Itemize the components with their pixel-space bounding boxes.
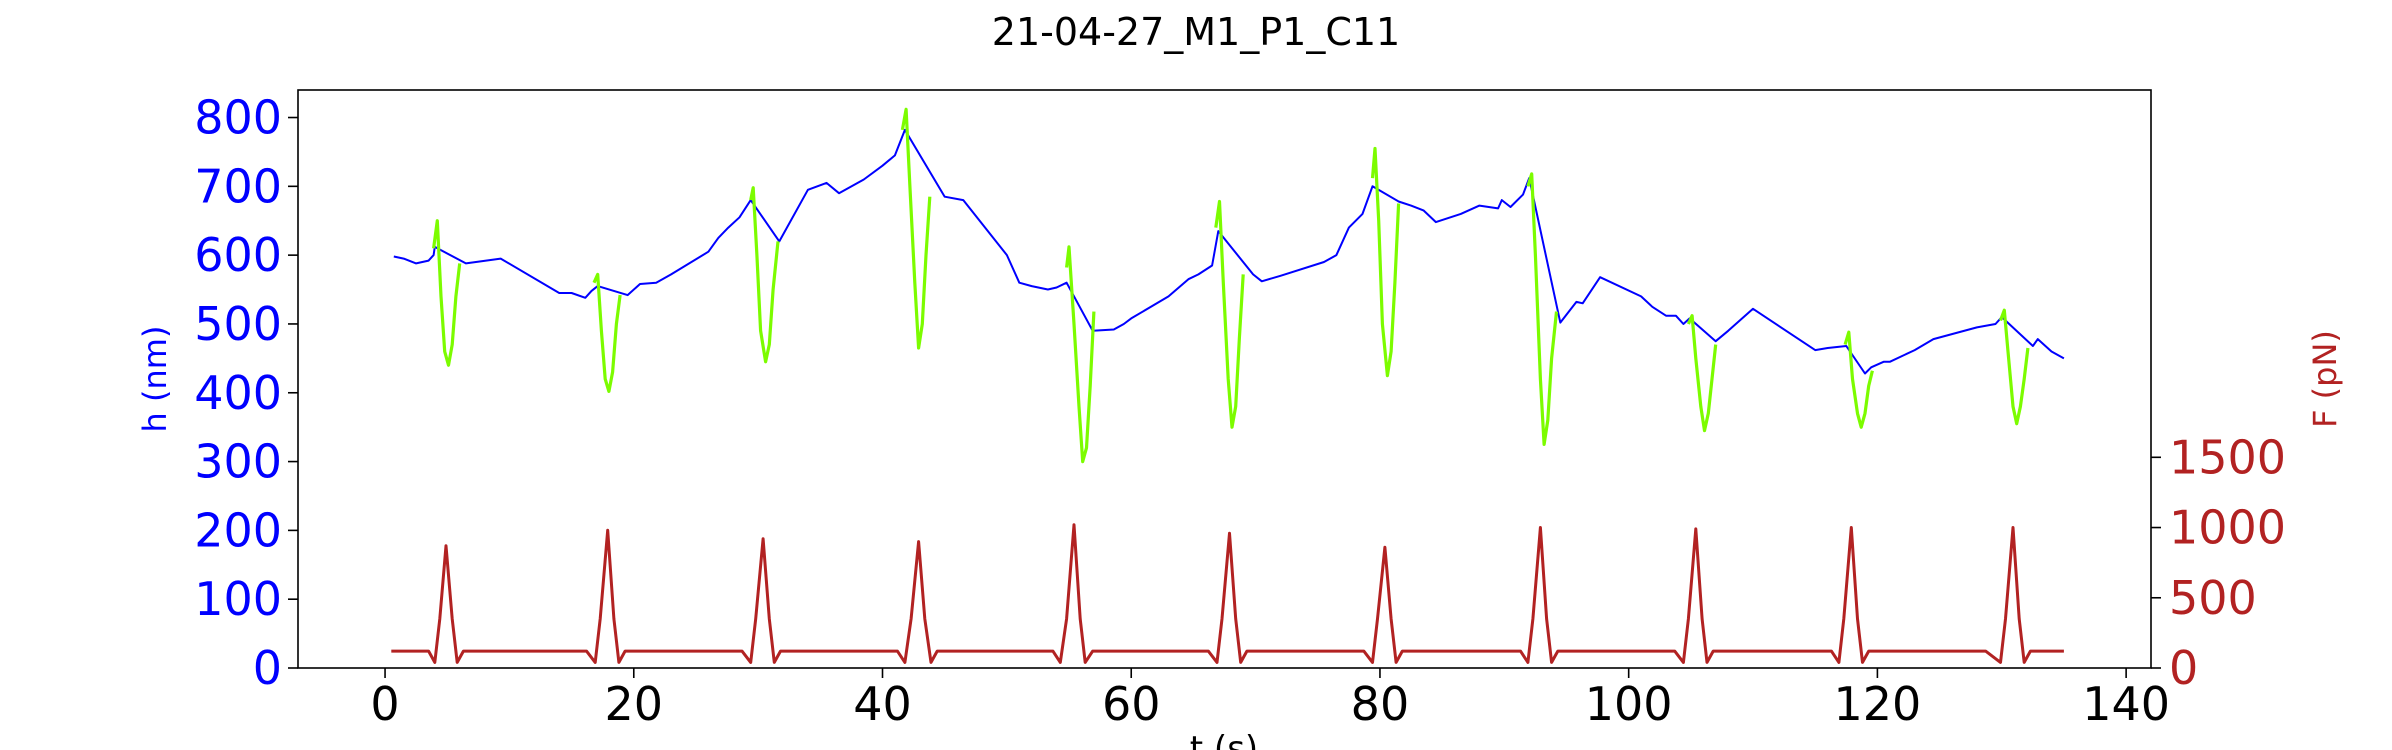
x-tick-label: 120 — [1833, 677, 1921, 731]
x-tick-label: 80 — [1351, 677, 1410, 731]
plot-frame — [297, 89, 2152, 669]
chart-title: 21-04-27_M1_P1_C11 — [992, 10, 1400, 54]
h-compression-line-2 — [592, 272, 622, 393]
x-tick-label: 0 — [370, 677, 399, 731]
h-compression-line-8 — [1526, 172, 1559, 446]
x-tick-label: 140 — [2082, 677, 2170, 731]
left-y-tick-label: 200 — [194, 503, 282, 557]
x-tick-label: 40 — [853, 677, 912, 731]
left-y-tick-label: 700 — [194, 159, 282, 213]
left-y-tick-label: 100 — [194, 572, 282, 626]
h-compression-line-4 — [900, 107, 932, 350]
x-tick-label: 100 — [1585, 677, 1673, 731]
series-layer — [391, 107, 2065, 664]
left-y-axis-label: h (nm) — [136, 326, 174, 433]
h-compression-line-10 — [1843, 330, 1874, 429]
left-y-tick-label: 600 — [194, 228, 282, 282]
h-baseline-line — [393, 128, 2065, 375]
h-compression-line-6 — [1214, 199, 1245, 429]
h-compression-line-9 — [1686, 314, 1718, 433]
x-tick-label: 20 — [605, 677, 664, 731]
left-y-tick-label: 0 — [253, 641, 282, 695]
left-y-tick-label: 400 — [194, 366, 282, 420]
h-compression-line-5 — [1065, 245, 1096, 464]
x-axis: 0 20 40 60 80 100 120 140 — [370, 668, 2170, 731]
h-compression-line-3 — [749, 186, 780, 364]
left-y-axis: 0 100 200 300 400 500 600 700 800 — [194, 91, 298, 695]
h-compression-line-11 — [1998, 308, 2030, 426]
right-y-tick-label: 500 — [2169, 571, 2257, 625]
x-tick-label: 60 — [1102, 677, 1161, 731]
right-y-axis: 0 500 1000 1500 — [2151, 430, 2286, 695]
right-y-axis-label: F (pN) — [2306, 330, 2344, 428]
left-y-tick-label: 800 — [194, 91, 282, 145]
right-y-tick-label: 1500 — [2169, 430, 2286, 484]
x-axis-label: t (s) — [1190, 729, 1258, 750]
h-compression-line-1 — [432, 219, 462, 367]
force-line — [391, 523, 2064, 664]
right-y-tick-label: 1000 — [2169, 501, 2286, 555]
left-y-tick-label: 500 — [194, 297, 282, 351]
left-y-tick-label: 300 — [194, 435, 282, 489]
h-compression-line-7 — [1370, 146, 1401, 378]
plot-area — [297, 89, 2152, 669]
right-y-tick-label: 0 — [2169, 641, 2198, 695]
